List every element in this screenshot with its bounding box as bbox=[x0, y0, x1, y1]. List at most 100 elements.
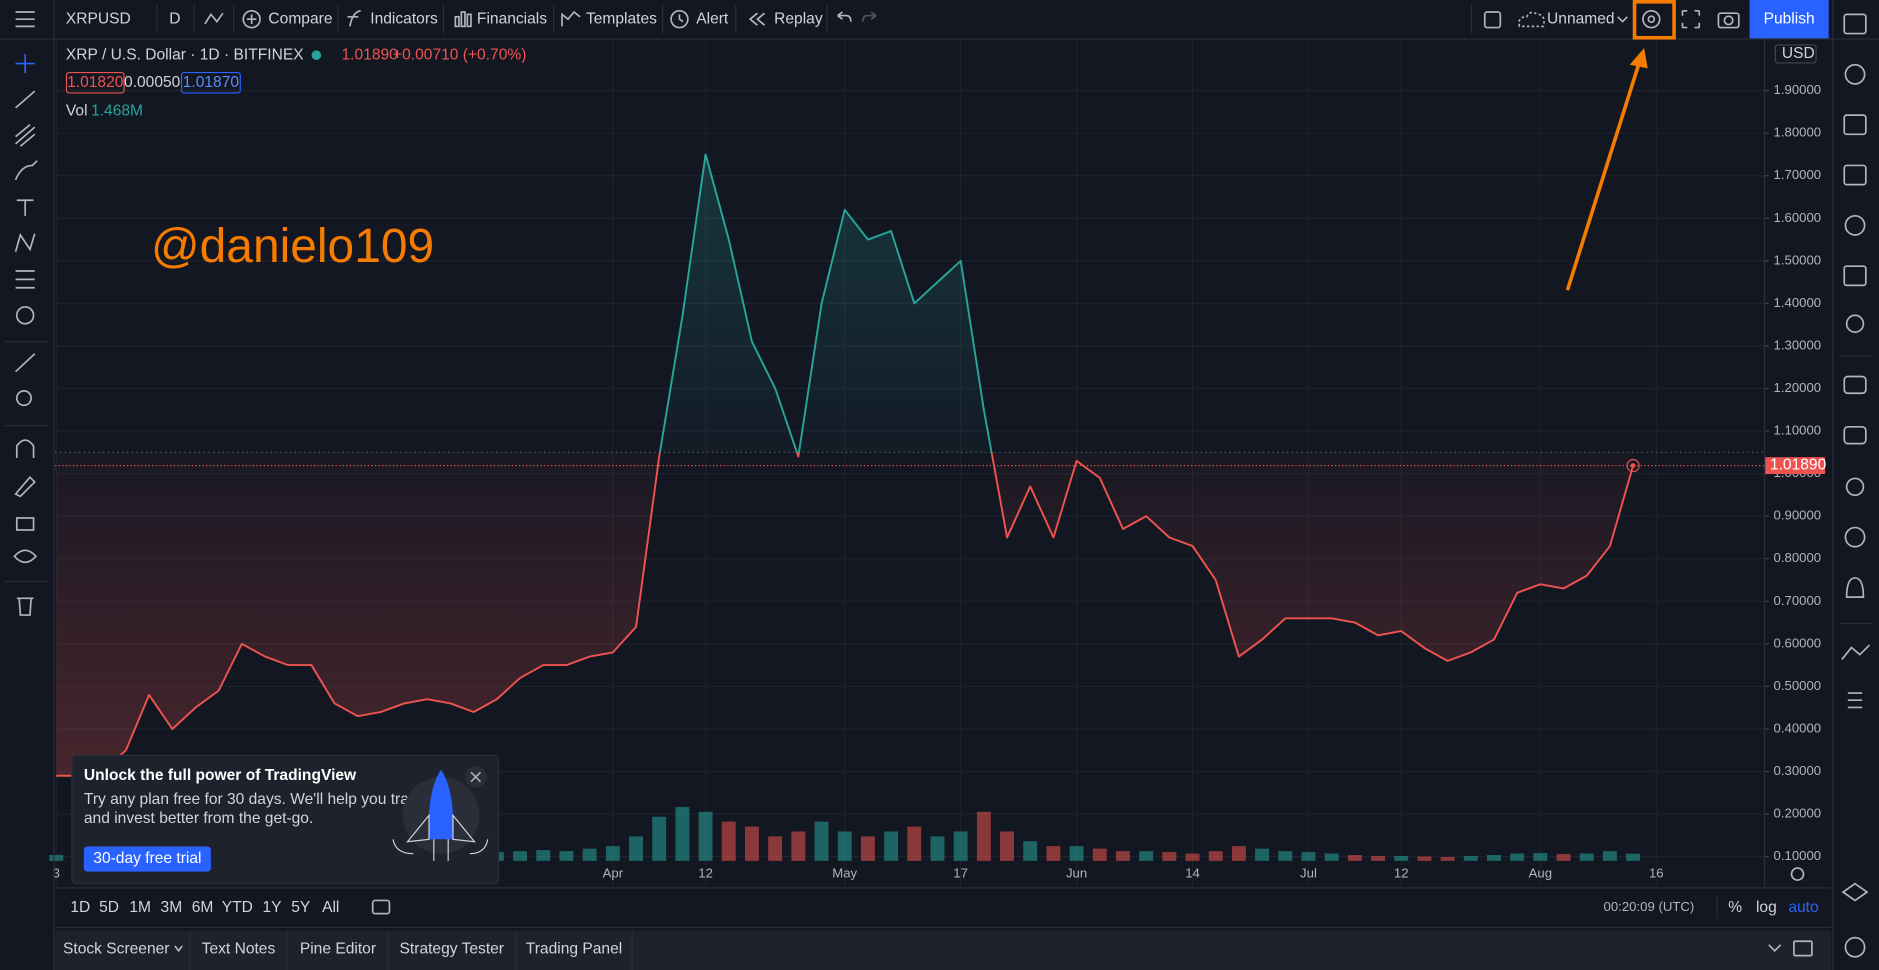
range-button[interactable]: 1M bbox=[129, 899, 151, 916]
range-button[interactable]: 1Y bbox=[262, 899, 282, 916]
undo-icon[interactable] bbox=[837, 11, 852, 22]
text-tool[interactable] bbox=[16, 199, 34, 216]
status-dot bbox=[311, 50, 322, 60]
auto-toggle[interactable]: auto bbox=[1788, 899, 1819, 916]
templates-icon[interactable] bbox=[561, 10, 581, 27]
data-window-icon[interactable] bbox=[1841, 644, 1871, 660]
toolbar-item[interactable]: Compare bbox=[268, 10, 332, 27]
magnet-tool[interactable] bbox=[15, 439, 35, 459]
range-button[interactable]: 3M bbox=[161, 899, 183, 916]
menu-icon[interactable] bbox=[15, 11, 35, 28]
trial-label[interactable]: 30-day free trial bbox=[93, 850, 201, 867]
replay-icon[interactable] bbox=[748, 12, 766, 26]
bottom-panel: Stock Screener Text Notes Pine Editor Strat… bbox=[55, 930, 1832, 970]
play-icon[interactable] bbox=[1844, 526, 1866, 548]
messages-icon[interactable] bbox=[1843, 426, 1867, 445]
timeframe-bar: 00:20:09 (UTC) % log auto 1D 5D 1M 3M 6M YTD 1… bbox=[55, 896, 1832, 929]
calendar-icon[interactable] bbox=[1843, 265, 1867, 287]
alert-icon[interactable] bbox=[670, 9, 689, 29]
layers-icon[interactable] bbox=[1841, 882, 1869, 902]
bid: 1.01820 bbox=[67, 74, 124, 91]
fullscreen-icon[interactable] bbox=[1681, 9, 1701, 29]
panel-tab[interactable]: Pine Editor bbox=[300, 941, 376, 958]
zoom-tool[interactable] bbox=[15, 390, 32, 407]
currency-box[interactable] bbox=[1774, 44, 1817, 64]
fib-tool[interactable] bbox=[15, 124, 36, 147]
streams-icon[interactable] bbox=[1845, 477, 1865, 497]
lock-drawing-tool[interactable] bbox=[14, 475, 36, 498]
range-button[interactable]: 6M bbox=[192, 899, 214, 916]
alerts-icon[interactable] bbox=[1844, 63, 1866, 85]
financials-icon[interactable] bbox=[454, 11, 472, 28]
date-range-icon[interactable] bbox=[371, 899, 391, 915]
chart-type-icon[interactable] bbox=[204, 12, 224, 25]
dropdown-icon[interactable] bbox=[1617, 16, 1628, 23]
ideas-icon[interactable] bbox=[1843, 164, 1867, 186]
percent-toggle[interactable]: % bbox=[1728, 899, 1742, 916]
log-toggle[interactable]: log bbox=[1756, 899, 1777, 916]
chat-icon[interactable] bbox=[1843, 375, 1867, 395]
toolbar-item[interactable]: Indicators bbox=[370, 10, 438, 27]
publish-label[interactable]: Publish bbox=[1764, 10, 1815, 27]
toolbar-item[interactable]: Financials bbox=[477, 10, 547, 27]
hide-tool[interactable] bbox=[13, 549, 38, 564]
remove-tool[interactable] bbox=[16, 597, 34, 616]
indicators-icon[interactable] bbox=[347, 9, 361, 27]
ideas-stream-icon[interactable] bbox=[1845, 314, 1865, 333]
notifications-icon[interactable] bbox=[1845, 577, 1865, 598]
range-button[interactable]: All bbox=[322, 899, 339, 916]
popup-body: Try any plan free for 30 days. We'll hel… bbox=[84, 791, 426, 808]
layout-icon[interactable] bbox=[1483, 11, 1502, 29]
hotlist-icon[interactable] bbox=[1844, 214, 1866, 236]
trial-button[interactable] bbox=[83, 846, 211, 872]
trendline-tool[interactable] bbox=[15, 90, 36, 109]
icon-tool[interactable] bbox=[15, 306, 35, 325]
interval[interactable]: D bbox=[169, 10, 180, 27]
dom-icon[interactable] bbox=[1847, 692, 1863, 709]
volume-bar bbox=[1602, 851, 1617, 861]
prediction-tool[interactable] bbox=[15, 270, 35, 289]
y-tick-label: 1.30000 bbox=[1774, 337, 1822, 352]
axis-settings-icon[interactable] bbox=[1790, 867, 1805, 881]
settings-icon[interactable] bbox=[1642, 9, 1661, 29]
screener-dropdown[interactable] bbox=[174, 945, 183, 953]
news-icon[interactable] bbox=[1843, 114, 1867, 136]
redo-icon[interactable] bbox=[861, 11, 877, 22]
compare-icon[interactable] bbox=[242, 9, 261, 29]
lock-tool[interactable] bbox=[15, 517, 35, 531]
ruler-tool[interactable] bbox=[15, 353, 36, 373]
range-button[interactable]: 5Y bbox=[291, 899, 311, 916]
publish-button[interactable] bbox=[1749, 0, 1829, 39]
toolbar-item[interactable]: Replay bbox=[774, 10, 823, 27]
volume-bar bbox=[1092, 848, 1107, 861]
toolbar-item[interactable]: Alert bbox=[696, 10, 729, 27]
pattern-tool[interactable] bbox=[14, 233, 36, 253]
volume-bar bbox=[930, 836, 945, 861]
maximize-icon[interactable] bbox=[1793, 940, 1813, 957]
volume-bar bbox=[582, 848, 597, 861]
volume-bar bbox=[1301, 852, 1316, 861]
popup-close[interactable] bbox=[464, 766, 487, 788]
collapse-icon[interactable] bbox=[1768, 944, 1782, 953]
range-button[interactable]: 5D bbox=[99, 899, 119, 916]
panel-tab[interactable]: Trading Panel bbox=[526, 941, 622, 958]
screenshot-icon[interactable] bbox=[1717, 12, 1740, 29]
toolbar-item[interactable]: Templates bbox=[586, 10, 657, 27]
y-tick-label: 1.80000 bbox=[1774, 125, 1822, 140]
cloud-icon[interactable] bbox=[1518, 11, 1545, 28]
crosshair-tool[interactable] bbox=[15, 53, 35, 74]
ask-box bbox=[180, 71, 241, 94]
panel-tab[interactable]: Strategy Tester bbox=[400, 941, 504, 958]
volume-bar bbox=[1487, 855, 1501, 861]
help-icon[interactable] bbox=[1844, 936, 1866, 958]
symbol[interactable]: XRPUSD bbox=[66, 10, 131, 27]
currency[interactable]: USD bbox=[1782, 45, 1815, 62]
range-button[interactable]: YTD bbox=[222, 899, 253, 916]
brush-tool[interactable] bbox=[14, 160, 38, 181]
layout-name[interactable]: Unnamed bbox=[1547, 10, 1615, 27]
range-button[interactable]: 1D bbox=[70, 899, 90, 916]
watchlist-icon[interactable] bbox=[1843, 13, 1867, 35]
panel-tab[interactable]: Stock Screener bbox=[63, 941, 169, 958]
panel-tab[interactable]: Text Notes bbox=[202, 941, 276, 958]
